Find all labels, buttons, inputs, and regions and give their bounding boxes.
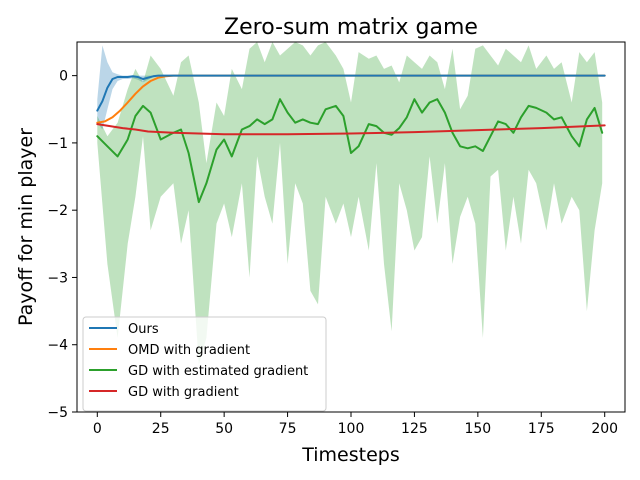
x-tick-label: 0: [93, 421, 102, 437]
x-tick-label: 25: [152, 421, 170, 437]
legend-label-gd-with-estimated-gradient: GD with estimated gradient: [128, 364, 308, 379]
x-axis-label: Timesteps: [301, 444, 400, 466]
band-gd-with-estimated-gradient: [97, 42, 603, 365]
y-tick-label: −5: [47, 405, 68, 421]
y-axis: 0 −1 −2 −3 −4 −5: [47, 69, 77, 421]
x-tick-label: 150: [464, 421, 491, 437]
series-line-gd-with-gradient: [96, 123, 606, 136]
y-tick-label: −3: [47, 270, 68, 286]
x-tick-label: 125: [401, 421, 428, 437]
plot-area: [96, 42, 606, 365]
series-line-ours: [96, 74, 606, 112]
y-tick-label: −1: [47, 136, 68, 152]
legend-label-gd-with-gradient: GD with gradient: [128, 385, 239, 400]
legend-label-ours: Ours: [128, 322, 159, 337]
x-tick-label: 100: [338, 421, 365, 437]
x-axis: 0 25 50 75 100 125 150 175 200: [93, 412, 618, 437]
x-tick-label: 75: [279, 421, 297, 437]
chart-title: Zero-sum matrix game: [224, 15, 478, 40]
x-tick-label: 50: [215, 421, 233, 437]
series-line-gd-with-estimated-gradient: [96, 98, 604, 204]
legend-label-omd-with-gradient: OMD with gradient: [128, 343, 250, 358]
y-tick-label: 0: [59, 69, 68, 85]
legend: Ours OMD with gradient GD with estimated g…: [82, 316, 327, 412]
y-tick-label: −2: [47, 203, 68, 219]
x-tick-label: 200: [591, 421, 618, 437]
x-tick-label: 175: [528, 421, 555, 437]
y-tick-label: −4: [47, 338, 68, 354]
y-axis-label: Payoff for min player: [15, 128, 37, 326]
legend-box: [82, 316, 327, 412]
